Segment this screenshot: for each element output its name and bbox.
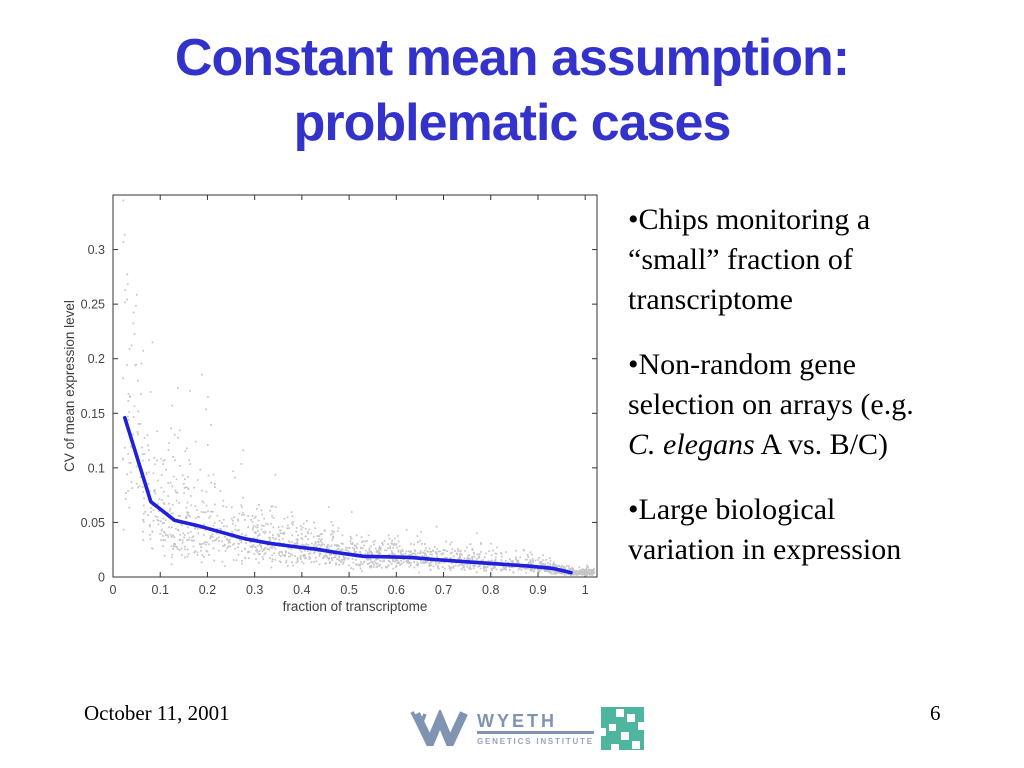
footer-date: October 11, 2001 — [84, 701, 230, 725]
title-line-2: problematic cases — [293, 94, 732, 152]
x-tick-label: 0.9 — [529, 583, 546, 597]
y-tick-label: 0 — [98, 571, 105, 585]
x-tick-label: 0.3 — [246, 583, 263, 597]
scatter-points — [121, 199, 596, 576]
y-tick-label: 0.1 — [88, 461, 105, 475]
trend-line — [123, 415, 573, 575]
logo-text-block: WYETH GENETICS INSTITUTE — [477, 712, 594, 746]
bullet-list: •Chips monitoring a “small” fraction of … — [628, 200, 1024, 595]
slide-title: Constant mean assumption: problematic ca… — [0, 26, 1024, 156]
x-axis-label: fraction of transcriptome — [283, 599, 428, 614]
x-tick-label: 0.2 — [199, 583, 216, 597]
x-tick-label: 0.7 — [435, 583, 452, 597]
bullet-item: •Non-random gene selection on arrays (e.… — [628, 345, 1024, 465]
cv-vs-fraction-chart: 0 0.1 0.2 0.3 0.4 0.5 0.6 0.7 0.8 0.9 1 0 0.05 0.1 0.1… — [62, 194, 598, 614]
bullet-text: A vs. B/C) — [754, 428, 889, 461]
y-tick-label: 0.05 — [81, 516, 105, 530]
y-tick-label: 0.15 — [81, 407, 105, 421]
bullet-text: •Non-random gene selection on arrays (e.… — [628, 348, 914, 421]
y-tick-label: 0.3 — [88, 243, 105, 257]
plot-box — [112, 194, 598, 578]
y-axis-label: CV of mean expression level — [62, 300, 77, 472]
x-tick-label: 0.4 — [293, 583, 310, 597]
bullet-text: •Chips monitoring a “small” fraction of … — [628, 203, 871, 316]
bullet-text: •Large biological variation in expressio… — [628, 493, 902, 566]
x-tick-label: 0.6 — [388, 583, 405, 597]
wyeth-w-icon — [410, 710, 468, 746]
x-tick-label: 0.5 — [340, 583, 357, 597]
x-tick-label: 1 — [582, 583, 589, 597]
logo-brand: WYETH — [477, 712, 594, 734]
logo-subtitle: GENETICS INSTITUTE — [477, 737, 594, 746]
x-tick-label: 0.8 — [482, 583, 499, 597]
page-number: 6 — [930, 701, 941, 725]
wyeth-logo: WYETH GENETICS INSTITUTE — [406, 705, 644, 750]
title-line-1: Constant mean assumption: — [174, 29, 850, 87]
bullet-text-italic: C. elegans — [628, 428, 755, 461]
x-tick-label: 0 — [110, 583, 117, 597]
bullet-item: •Chips monitoring a “small” fraction of … — [628, 200, 1024, 320]
y-tick-label: 0.2 — [88, 352, 105, 366]
y-tick-label: 0.25 — [81, 298, 105, 312]
microarray-chip-icon — [600, 707, 644, 750]
x-tick-label: 0.1 — [152, 583, 169, 597]
bullet-item: •Large biological variation in expressio… — [628, 490, 1024, 570]
